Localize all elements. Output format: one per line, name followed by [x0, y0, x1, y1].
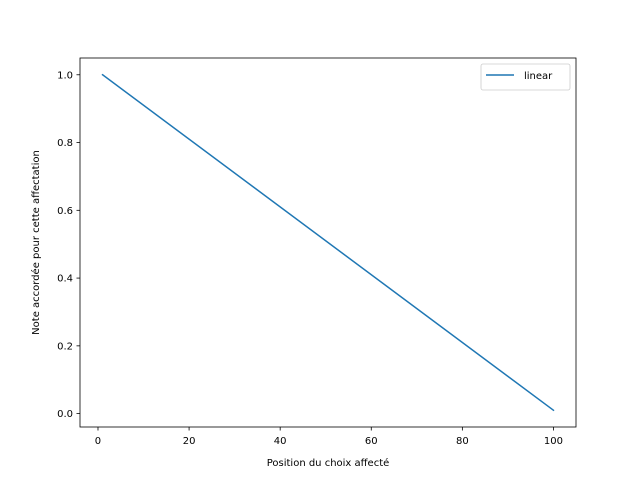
y-axis-ticks: 0.0 0.2 0.4 0.6 0.8 1.0 [57, 70, 80, 420]
legend-box [480, 63, 571, 91]
y-axis-label: Note accordée pour cette affectation [30, 150, 42, 335]
legend-label-linear: linear [524, 71, 553, 82]
x-tick-label: 0 [95, 436, 101, 447]
y-tick-label: 0.6 [57, 206, 73, 217]
y-tick-label: 0.0 [57, 409, 73, 420]
y-tick-label: 1.0 [57, 70, 73, 81]
x-tick-label: 100 [544, 436, 563, 447]
y-tick-label: 0.8 [57, 138, 73, 149]
legend: linear [480, 63, 571, 91]
x-axis-label: Position du choix affecté [267, 457, 390, 469]
x-tick-label: 80 [456, 436, 469, 447]
series-line-linear [101, 73, 555, 412]
plot-frame [79, 57, 577, 428]
series-layer [101, 73, 555, 412]
x-tick-label: 20 [183, 436, 196, 447]
y-tick-label: 0.4 [57, 274, 73, 285]
x-tick-label: 60 [365, 436, 378, 447]
x-tick-label: 40 [274, 436, 287, 447]
y-tick-label: 0.2 [57, 341, 73, 352]
x-axis-ticks: 0 20 40 60 80 100 [95, 427, 563, 447]
